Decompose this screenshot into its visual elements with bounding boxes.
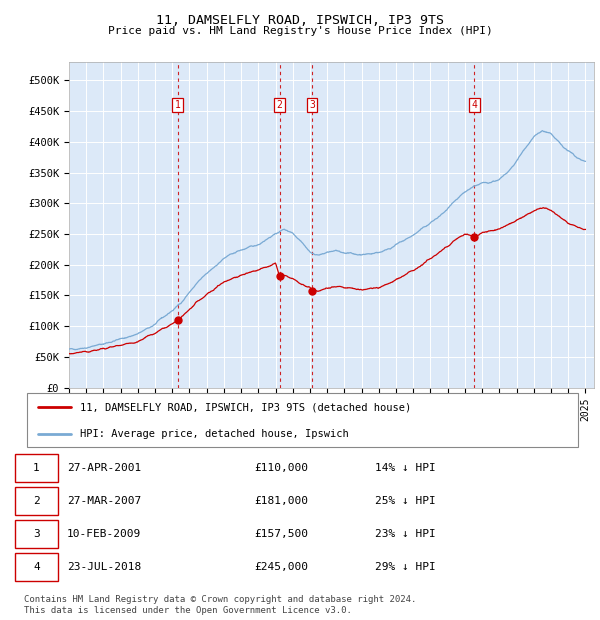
Text: 27-APR-2001: 27-APR-2001: [67, 463, 141, 472]
FancyBboxPatch shape: [15, 454, 58, 482]
Text: 1: 1: [33, 463, 40, 472]
FancyBboxPatch shape: [15, 487, 58, 515]
Text: 25% ↓ HPI: 25% ↓ HPI: [375, 496, 436, 506]
Text: 3: 3: [33, 529, 40, 539]
FancyBboxPatch shape: [27, 393, 578, 447]
FancyBboxPatch shape: [15, 520, 58, 548]
Text: 14% ↓ HPI: 14% ↓ HPI: [375, 463, 436, 472]
Text: £181,000: £181,000: [254, 496, 308, 506]
Text: 2: 2: [33, 496, 40, 506]
Text: 4: 4: [472, 100, 478, 110]
Text: HPI: Average price, detached house, Ipswich: HPI: Average price, detached house, Ipsw…: [80, 429, 349, 439]
Text: 3: 3: [309, 100, 315, 110]
Text: 2: 2: [277, 100, 283, 110]
Text: Contains HM Land Registry data © Crown copyright and database right 2024.
This d: Contains HM Land Registry data © Crown c…: [24, 595, 416, 614]
Text: 27-MAR-2007: 27-MAR-2007: [67, 496, 141, 506]
Text: 10-FEB-2009: 10-FEB-2009: [67, 529, 141, 539]
Text: 23-JUL-2018: 23-JUL-2018: [67, 562, 141, 572]
FancyBboxPatch shape: [15, 553, 58, 582]
Text: 1: 1: [175, 100, 181, 110]
Text: 29% ↓ HPI: 29% ↓ HPI: [375, 562, 436, 572]
Text: 4: 4: [33, 562, 40, 572]
Text: £245,000: £245,000: [254, 562, 308, 572]
Text: 11, DAMSELFLY ROAD, IPSWICH, IP3 9TS: 11, DAMSELFLY ROAD, IPSWICH, IP3 9TS: [156, 14, 444, 27]
Text: 11, DAMSELFLY ROAD, IPSWICH, IP3 9TS (detached house): 11, DAMSELFLY ROAD, IPSWICH, IP3 9TS (de…: [80, 402, 411, 412]
Text: Price paid vs. HM Land Registry's House Price Index (HPI): Price paid vs. HM Land Registry's House …: [107, 26, 493, 36]
Text: £110,000: £110,000: [254, 463, 308, 472]
Text: 23% ↓ HPI: 23% ↓ HPI: [375, 529, 436, 539]
Text: £157,500: £157,500: [254, 529, 308, 539]
